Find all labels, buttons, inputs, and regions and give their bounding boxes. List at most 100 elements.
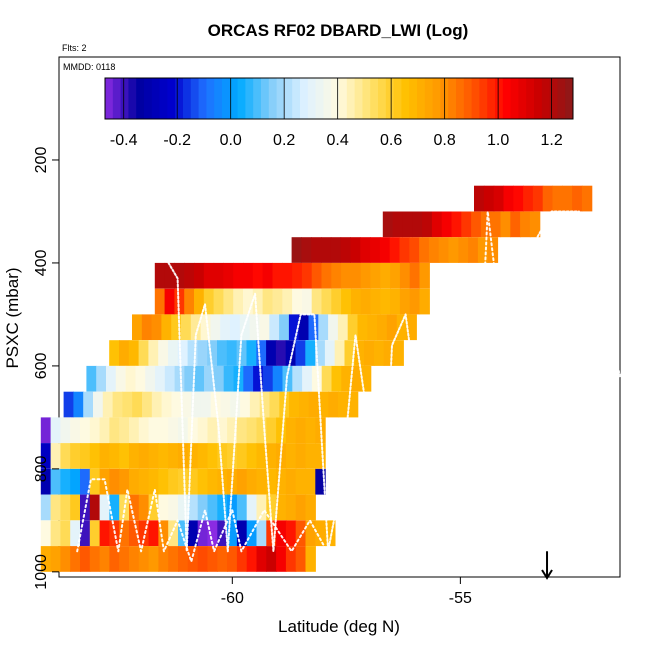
colorbar-swatch [378,78,387,119]
heatmap-cell [207,340,218,366]
heatmap-cell [190,314,202,341]
heatmap-cell [204,365,215,392]
heatmap-cell [295,494,307,521]
heatmap-cell [207,546,218,572]
heatmap-cell [364,340,375,366]
colorbar-swatch [385,78,395,119]
heatmap-cell [50,417,61,444]
heatmap-cell [347,391,359,418]
colorbar-swatch [502,78,512,119]
heatmap-cell [194,262,205,289]
heatmap-cell [331,365,342,392]
heatmap-cell [236,417,248,444]
heatmap-cell [168,468,179,495]
heatmap-cell [295,417,307,444]
heatmap-cell [230,391,241,418]
heatmap-cell [135,365,146,392]
heatmap-cell [513,185,524,212]
heatmap-cell [367,314,378,341]
heatmap-cell [276,546,287,572]
heatmap-cell [178,468,189,495]
heatmap-cell [354,340,365,366]
heatmap-cell [379,237,391,263]
colorbar-swatch [456,78,465,119]
colorbar-swatch [120,78,129,119]
heatmap-cell [262,262,273,289]
heatmap-cell [148,443,159,469]
heatmap-cell [213,365,225,392]
heatmap-cell [246,340,257,366]
colorbar-swatch [284,78,293,119]
heatmap-cell [80,468,91,495]
heatmap-cell [321,262,332,289]
colorbar-swatch [393,78,402,119]
colorbar-swatch [198,78,207,119]
heatmap-cell [128,340,140,366]
heatmap-cell [409,237,420,263]
heatmap-cell [321,288,332,315]
heatmap-cell [174,365,185,392]
heatmap-cell [308,314,319,341]
heatmap-cell [493,185,505,212]
chart-title: ORCAS RF02 DBARD_LWI (Log) [208,21,469,40]
heatmap-cell [89,520,101,547]
heatmap-cell [311,262,323,289]
heatmap-cell [89,546,101,572]
colorbar: -0.4 -0.2 0.0 0.2 0.4 0.6 0.8 1.0 1.2 [104,77,574,149]
heatmap-cell [129,468,140,495]
heatmap-cell [402,211,413,238]
plot-frame [58,56,621,578]
heatmap-cell [321,365,333,392]
heatmap-cell [132,314,143,341]
heatmap-cell [40,546,52,572]
heatmap-cell [70,443,81,469]
heatmap-cell [246,443,258,469]
heatmap-cell [73,391,84,418]
heatmap-cell [109,546,120,572]
heatmap-cell [292,288,303,315]
heatmap-cell [60,520,71,547]
heatmap-cell [233,262,244,289]
heatmap-cell [315,468,326,495]
heatmap-cell [390,262,401,289]
heatmap-cell [279,314,290,341]
colorbar-swatch [183,78,192,119]
heatmap-cell [295,520,307,547]
heatmap-cell [529,211,541,238]
heatmap-cell [174,262,185,289]
heatmap-cell [164,262,175,289]
heatmap-cell [302,365,313,392]
colorbar-swatch [175,78,184,119]
heatmap-cell [308,391,320,418]
heatmap-cell [207,494,218,521]
heatmap-cell [70,494,81,521]
heatmap-cell [187,417,199,444]
heatmap-cell [50,468,61,495]
heatmap-cell [396,314,408,341]
heatmap-cell [129,494,140,521]
marker-arrow-head [541,569,553,580]
heatmap-cell [197,494,209,521]
heatmap-cell [409,262,421,289]
heatmap-cell [151,314,162,341]
heatmap-cell [194,365,205,392]
heatmap-cell [154,262,166,289]
heatmap-cell [412,211,423,238]
heatmap-cell [341,262,352,289]
heatmap-cell [266,443,277,469]
heatmap-cell [431,211,443,238]
colorbar-swatch [105,78,114,119]
heatmap-cell [285,494,297,521]
heatmap-cell [305,340,316,366]
heatmap-cell [532,185,544,212]
heatmap-cell [315,520,326,547]
colorbar-swatch [136,78,145,119]
heatmap-cell [330,237,342,263]
heatmap-cell [490,211,502,238]
heatmap-cell [324,340,336,366]
heatmap-cell [40,443,52,469]
heatmap-cell [399,237,410,263]
heatmap-cell [451,211,462,238]
heatmap-cell [256,468,267,495]
heatmap-cell [276,417,287,444]
